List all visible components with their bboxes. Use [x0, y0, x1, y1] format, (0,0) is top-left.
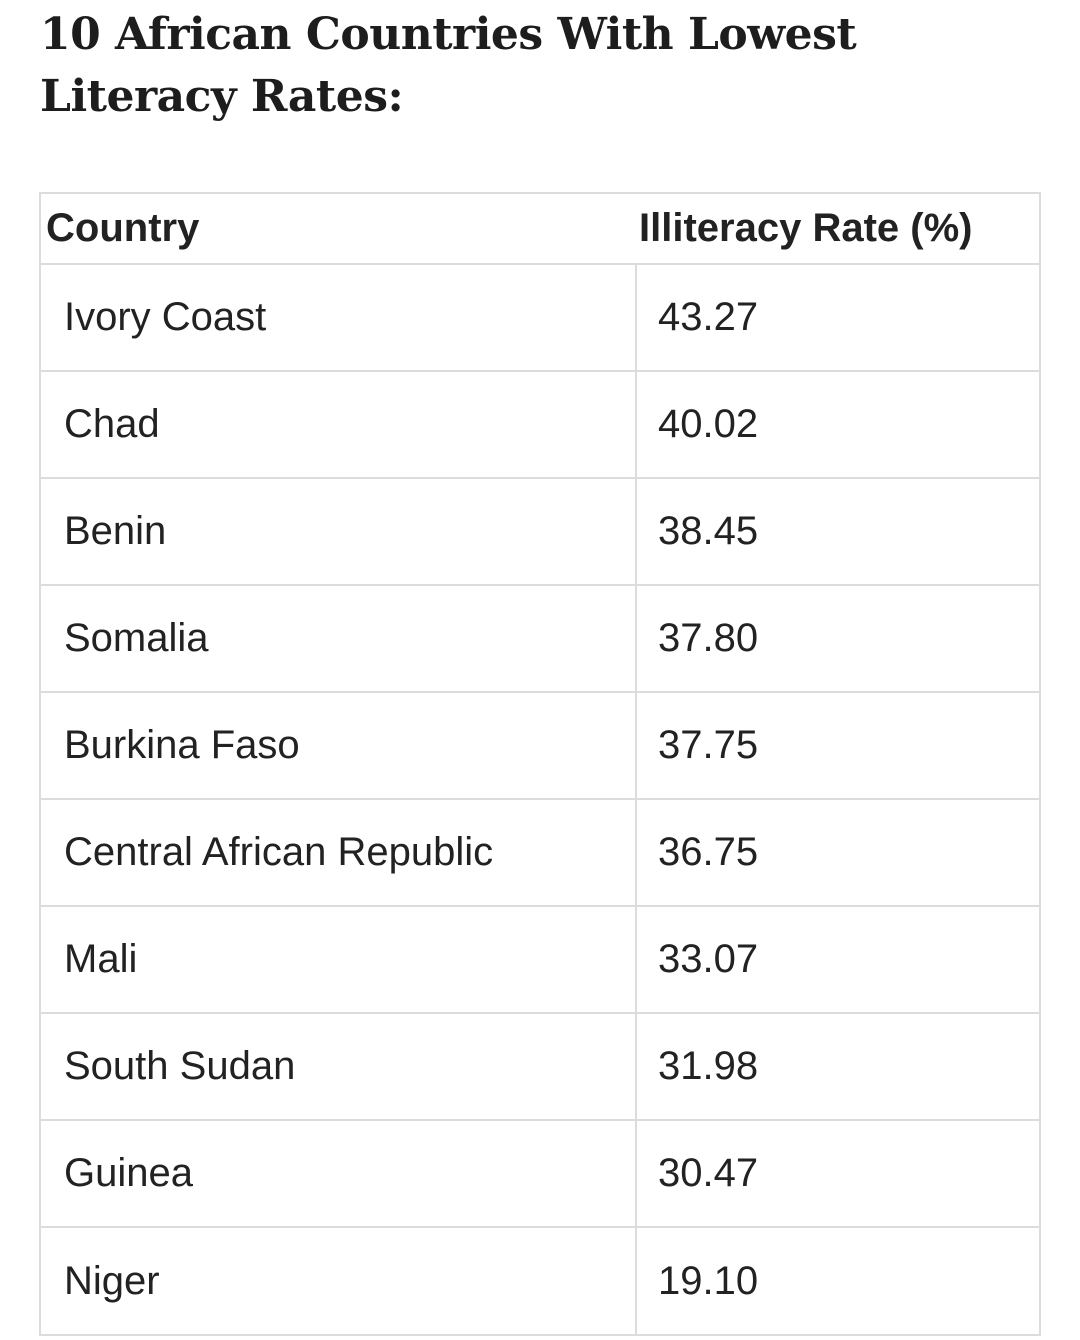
rate-cell: 37.75 [635, 692, 1041, 800]
country-cell: Somalia [41, 585, 636, 693]
country-cell: Guinea [41, 1120, 636, 1228]
table-row: Chad 40.02 [41, 371, 1041, 479]
table-row: Somalia 37.80 [41, 585, 1041, 693]
table-header: Country Illiteracy Rate (%) [41, 194, 1041, 265]
table-body: Ivory Coast 43.27 Chad 40.02 Benin 38.45… [41, 264, 1041, 1334]
country-cell: Niger [64, 1258, 160, 1303]
table-row: Guinea 30.47 [41, 1120, 1041, 1228]
header-row: Country Illiteracy Rate (%) [41, 194, 1041, 265]
rate-cell: 37.80 [635, 585, 1041, 693]
table-row: Central African Republic 36.75 [41, 799, 1041, 907]
rate-cell: 40.02 [635, 371, 1041, 479]
column-header-country: Country [41, 194, 636, 265]
rate-cell: 33.07 [635, 906, 1041, 1014]
country-cell: Central African Republic [41, 799, 636, 907]
country-cell: Ivory Coast [41, 264, 636, 372]
table-row: Ivory Coast 43.27 [41, 264, 1041, 372]
country-cell: Mali [41, 906, 636, 1014]
table-row: Burkina Faso 37.75 [41, 692, 1041, 800]
rate-cell: 30.47 [635, 1120, 1041, 1228]
data-table: Country Illiteracy Rate (%) Ivory Coast … [41, 194, 1041, 1334]
table-row: Mali 33.07 [41, 906, 1041, 1014]
literacy-table: Country Illiteracy Rate (%) Ivory Coast … [39, 192, 1041, 1336]
page-title: 10 African Countries With Lowest Literac… [40, 9, 857, 122]
table-row: South Sudan 31.98 [41, 1013, 1041, 1121]
country-cell: Burkina Faso [41, 692, 636, 800]
country-cell: South Sudan [41, 1013, 636, 1121]
rate-cell: 38.45 [635, 478, 1041, 586]
rate-cell: 36.75 [635, 799, 1041, 907]
table-row: Niger 19.10 [41, 1227, 1041, 1334]
rate-cell: 19.10 [635, 1227, 1041, 1334]
country-cell: Chad [41, 371, 636, 479]
rate-cell: 31.98 [635, 1013, 1041, 1121]
table-row: Benin 38.45 [41, 478, 1041, 586]
column-header-illiteracy-rate: Illiteracy Rate (%) [636, 194, 1041, 265]
rate-cell: 43.27 [635, 264, 1041, 372]
country-cell: Benin [41, 478, 636, 586]
